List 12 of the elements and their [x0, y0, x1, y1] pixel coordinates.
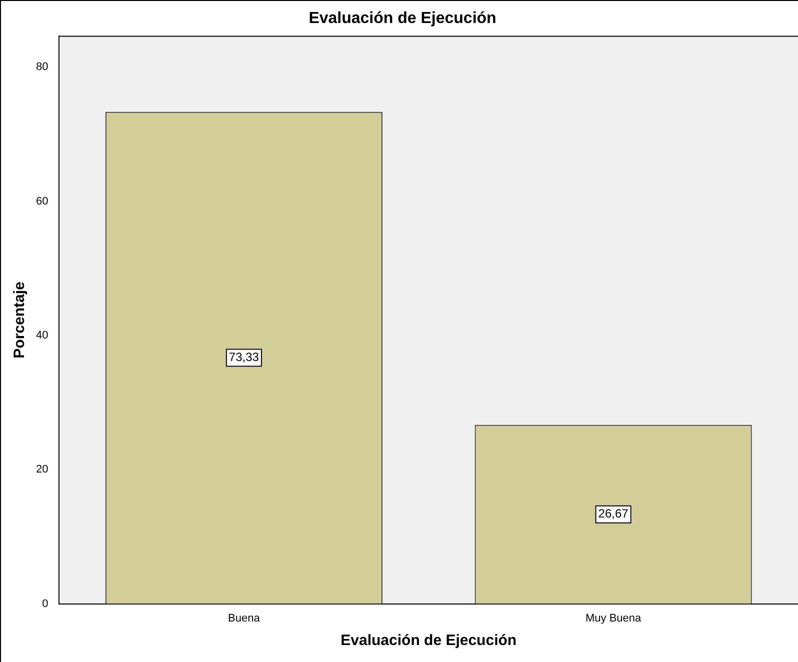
x-tick-label: Muy Buena: [585, 612, 642, 624]
y-axis-title: Porcentaje: [11, 282, 28, 358]
x-tick-label: Buena: [228, 612, 261, 624]
y-tick-label: 20: [36, 464, 48, 476]
y-tick-label: 60: [36, 195, 48, 208]
y-tick-label: 80: [36, 61, 48, 74]
x-axis-title: Evaluación de Ejecución: [340, 632, 517, 650]
data-label: 26,67: [598, 506, 629, 521]
y-tick-label: 40: [36, 329, 48, 342]
y-tick-label: 0: [42, 598, 48, 610]
data-label: 73,33: [228, 350, 260, 364]
chart-title: Evaluación de Ejecución: [308, 10, 496, 28]
